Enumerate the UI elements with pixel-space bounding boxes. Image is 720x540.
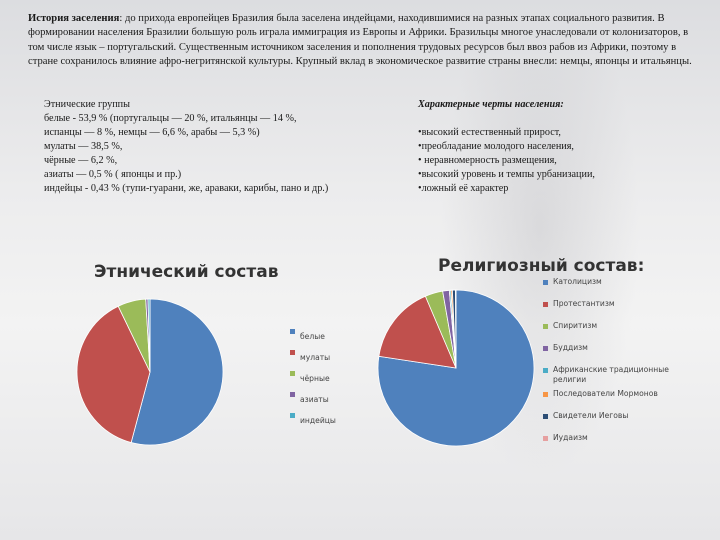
pie-slice-2 xyxy=(378,295,457,369)
history-label: История заселения xyxy=(28,13,120,24)
legend-label: мулаты xyxy=(300,353,331,362)
legend-label: чёрные xyxy=(300,374,330,383)
pie-slice-5 xyxy=(147,298,151,373)
legend-item: Иудаизм xyxy=(543,433,693,443)
legend-label: Католицизм xyxy=(553,277,602,286)
trait-item: • неравномерность размещения, xyxy=(418,155,557,166)
population-traits-block: Характерные черты населения: •высокий ес… xyxy=(418,98,708,196)
legend-swatch xyxy=(543,392,548,397)
legend-item: чёрные xyxy=(290,368,336,389)
legend-swatch xyxy=(543,346,548,351)
legend-swatch xyxy=(543,414,548,419)
traits-heading: Характерные черты населения: xyxy=(418,99,564,110)
ethnic-line: чёрные — 6,2 %, xyxy=(44,155,118,166)
ethnic-line: азиаты — 0,5 % ( японцы и пр.) xyxy=(44,169,182,180)
ethnic-line: мулаты — 38,5 %, xyxy=(44,141,123,152)
trait-item: •высокий естественный прирост, xyxy=(418,127,561,138)
legend-swatch xyxy=(543,436,548,441)
legend-item: Католицизм xyxy=(543,277,693,287)
ethnic-groups-heading: Этнические группы xyxy=(44,99,130,110)
legend-item: Африканские традиционные религии xyxy=(543,365,693,385)
legend-item: индейцы xyxy=(290,410,336,431)
history-paragraph: История заселения: до прихода европейцев… xyxy=(28,12,698,70)
legend-label: Буддизм xyxy=(553,343,588,352)
legend-label: Африканские традиционные религии xyxy=(553,365,669,384)
ethnic-pie-chart xyxy=(76,298,224,446)
ethnic-legend: белые мулаты чёрные азиаты индейцы xyxy=(290,326,336,431)
legend-swatch xyxy=(290,350,295,355)
legend-item: Спиритизм xyxy=(543,321,693,331)
legend-swatch xyxy=(543,302,548,307)
legend-item: Буддизм xyxy=(543,343,693,353)
legend-swatch xyxy=(290,392,295,397)
legend-label: индейцы xyxy=(300,416,336,425)
trait-item: •ложный её характер xyxy=(418,183,509,194)
pie-slice-2 xyxy=(76,305,151,444)
legend-label: азиаты xyxy=(300,395,329,404)
history-text: : до прихода европейцев Бразилия была за… xyxy=(28,13,692,68)
legend-swatch xyxy=(290,329,295,334)
legend-label: белые xyxy=(300,332,325,341)
religion-chart-title: Религиозный состав: xyxy=(438,256,645,276)
legend-label: Спиритизм xyxy=(553,321,598,330)
legend-item: Протестантизм xyxy=(543,299,693,309)
ethnic-line: индейцы - 0,43 % (тупи-гуарани, же, арав… xyxy=(44,183,329,194)
legend-item: Свидетели Иеговы xyxy=(543,411,693,421)
legend-item: азиаты xyxy=(290,389,336,410)
ethnic-line: испанцы — 8 %, немцы — 6,6 %, арабы — 5,… xyxy=(44,127,260,138)
legend-swatch xyxy=(290,413,295,418)
legend-label: Свидетели Иеговы xyxy=(553,411,629,420)
ethnic-groups-block: Этнические группы белые - 53,9 % (португ… xyxy=(44,98,374,196)
legend-label: Протестантизм xyxy=(553,299,615,308)
ethnic-chart-title: Этнический состав xyxy=(94,262,279,282)
trait-item: •преобладание молодого населения, xyxy=(418,141,574,152)
religion-pie-chart xyxy=(377,289,535,447)
ethnic-line: белые - 53,9 % (португальцы — 20 %, итал… xyxy=(44,113,297,124)
legend-item: мулаты xyxy=(290,347,336,368)
legend-swatch xyxy=(543,368,548,373)
pie-slice-1 xyxy=(130,298,224,446)
religion-legend: Католицизм Протестантизм Спиритизм Буддизм А… xyxy=(543,277,693,455)
legend-item: белые xyxy=(290,326,336,347)
legend-label: Иудаизм xyxy=(553,433,588,442)
legend-label: Последователи Мормонов xyxy=(553,389,658,398)
legend-swatch xyxy=(543,280,548,285)
legend-swatch xyxy=(290,371,295,376)
legend-item: Последователи Мормонов xyxy=(543,389,693,399)
legend-swatch xyxy=(543,324,548,329)
pie-slice-8 xyxy=(455,289,457,369)
trait-item: •высокий уровень и темпы урбанизации, xyxy=(418,169,595,180)
